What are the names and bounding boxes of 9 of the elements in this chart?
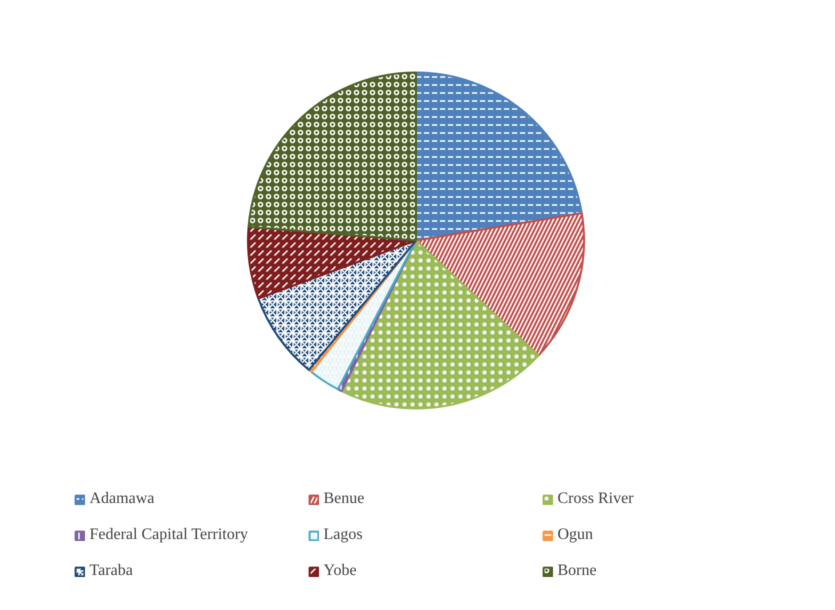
legend-label: Cross River (558, 490, 634, 508)
legend-label: Borne (558, 562, 598, 580)
legend-label: Benue (324, 490, 366, 508)
legend-label: Taraba (90, 562, 134, 580)
legend-label: Ogun (558, 526, 594, 544)
legend-label: Federal Capital Territory (90, 526, 250, 544)
legend-label: Adamawa (90, 490, 156, 508)
legend-label: Yobe (324, 562, 358, 580)
legend-label: Lagos (324, 526, 364, 544)
